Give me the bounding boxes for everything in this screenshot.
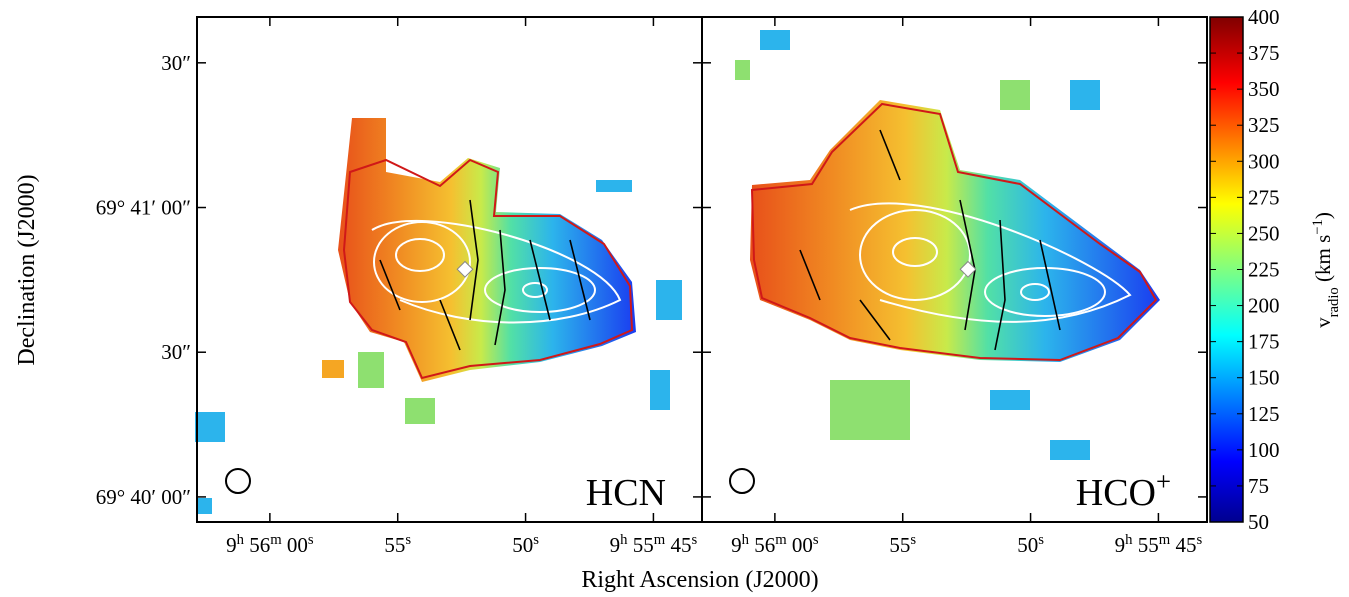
- colorbar-tick-label: 225: [1248, 258, 1280, 282]
- x-tick-label: 55s: [384, 532, 411, 557]
- colorbar-tick-label: 275: [1248, 185, 1280, 209]
- colorbar-tick-label: 300: [1248, 149, 1280, 173]
- x-tick-label-part: s: [308, 532, 314, 548]
- x-tick-label-part: h: [742, 532, 750, 548]
- colorbar-tick-label: 200: [1248, 294, 1280, 318]
- map-artwork: [195, 30, 1160, 514]
- x-tick-label-part: 9: [1115, 533, 1126, 557]
- x-tick-label: 9h 55m 45s: [1115, 532, 1203, 557]
- x-axis-label: Right Ascension (J2000): [581, 567, 818, 593]
- contour: [750, 102, 1158, 362]
- x-tick-label-part: s: [910, 532, 916, 548]
- y-tick-label: 69° 40′ 00″: [96, 485, 191, 509]
- emission-region: [338, 118, 636, 382]
- contour: [342, 158, 634, 380]
- x-tick-label-part: s: [405, 532, 411, 548]
- x-tick-label-part: 00: [282, 533, 308, 557]
- x-tick-label-part: 45: [1170, 533, 1196, 557]
- panel-label-part: HCN: [586, 472, 666, 514]
- colorbar-tick-label: 400: [1248, 5, 1280, 29]
- x-tick-label-part: 55: [628, 533, 654, 557]
- panel-label: HCO+: [1076, 466, 1171, 514]
- x-tick-label-part: 56: [749, 533, 775, 557]
- x-tick-label: 9h 56m 00s: [731, 532, 819, 557]
- x-tick-label-part: s: [1038, 532, 1044, 548]
- x-tick-label-part: 55: [384, 533, 405, 557]
- x-tick-label-part: 00: [787, 533, 813, 557]
- x-tick-label-part: 45: [665, 533, 691, 557]
- colorbar-label-part: v: [1311, 317, 1335, 328]
- colorbar-tick-label: 350: [1248, 77, 1280, 101]
- x-tick-label-part: m: [654, 532, 666, 548]
- colorbar-tick-label: 50: [1248, 510, 1269, 534]
- panel-label: HCN: [586, 472, 666, 514]
- colorbar-label: vradio (km s−1): [1310, 212, 1342, 328]
- colorbar-tick-label: 125: [1248, 402, 1280, 426]
- x-tick-label-part: h: [620, 532, 628, 548]
- colorbar-label-part: (km s: [1311, 235, 1335, 288]
- x-tick-label-part: 50: [512, 533, 533, 557]
- x-tick-label-part: h: [1125, 532, 1133, 548]
- x-tick-label-part: s: [533, 532, 539, 548]
- x-tick-label-part: s: [813, 532, 819, 548]
- x-tick-label-part: m: [270, 532, 282, 548]
- x-tick-label-part: 55: [1133, 533, 1159, 557]
- colorbar-tick-label: 100: [1248, 438, 1280, 462]
- panel-label-part: +: [1156, 466, 1171, 496]
- colorbar-label-part: ): [1311, 212, 1335, 219]
- emission-region: [750, 100, 1160, 362]
- colorbar-label-part: −1: [1310, 219, 1326, 235]
- x-tick-label-part: 9: [610, 533, 621, 557]
- x-tick-label-part: s: [1196, 532, 1202, 548]
- x-tick-label-part: m: [775, 532, 787, 548]
- x-tick-label-part: 9: [731, 533, 742, 557]
- y-tick-label: 30″: [161, 51, 191, 75]
- x-tick-label-part: m: [1159, 532, 1171, 548]
- panel-label-part: HCO: [1076, 472, 1156, 514]
- colorbar-tick-label: 175: [1248, 330, 1280, 354]
- colorbar-tick-label: 325: [1248, 113, 1280, 137]
- x-tick-label-part: 9: [226, 533, 237, 557]
- x-tick-label: 50s: [512, 532, 539, 557]
- colorbar-tick-label: 150: [1248, 366, 1280, 390]
- x-tick-label-part: 55: [889, 533, 910, 557]
- x-tick-label-part: 50: [1017, 533, 1038, 557]
- x-tick-label-part: s: [691, 532, 697, 548]
- x-tick-label: 9h 56m 00s: [226, 532, 314, 557]
- x-tick-label: 9h 55m 45s: [610, 532, 698, 557]
- x-tick-label-part: 56: [244, 533, 270, 557]
- colorbar-tick-label: 250: [1248, 221, 1280, 245]
- y-tick-label: 30″: [161, 340, 191, 364]
- colorbar-tick-label: 375: [1248, 41, 1280, 65]
- x-tick-label: 55s: [889, 532, 916, 557]
- x-tick-label-part: h: [237, 532, 245, 548]
- colorbar-tick-label: 75: [1248, 474, 1269, 498]
- y-axis-label: Declination (J2000): [14, 174, 40, 365]
- colorbar-label-part: radio: [1326, 287, 1342, 317]
- x-tick-label: 50s: [1017, 532, 1044, 557]
- y-tick-label: 69° 41′ 00″: [96, 196, 191, 220]
